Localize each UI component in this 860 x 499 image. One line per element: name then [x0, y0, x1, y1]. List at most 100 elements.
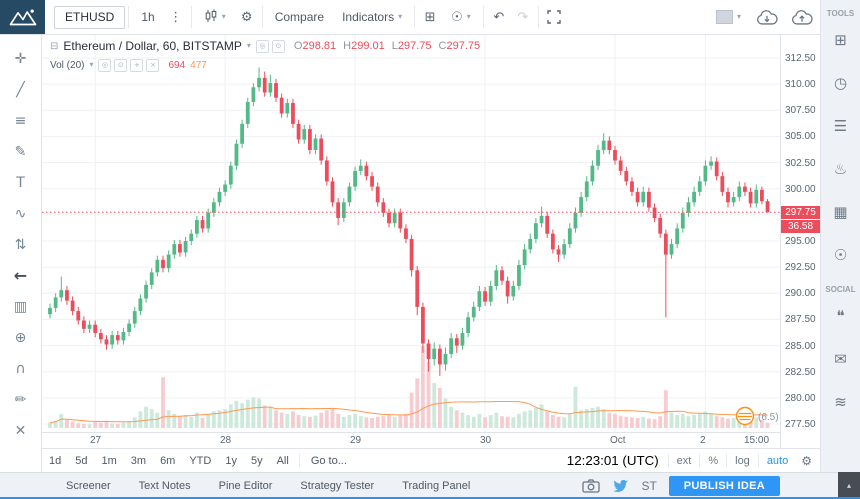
bottom-panel: Screener Text Notes Pine Editor Strategy Te…: [0, 472, 860, 499]
drawing-mode-icon[interactable]: ✏: [14, 391, 27, 408]
chevron-down-icon[interactable]: ▾: [89, 60, 94, 69]
price-tick: 300.00: [785, 184, 816, 195]
notifications-icon[interactable]: ≋: [834, 392, 847, 411]
tab-pine-editor[interactable]: Pine Editor: [218, 480, 273, 492]
toolbar-separator: [757, 454, 759, 467]
volume-action-icon[interactable]: ×: [146, 58, 160, 72]
news-headlines-icon[interactable]: ☰: [833, 116, 848, 135]
scales-gear-icon[interactable]: ⚙: [793, 454, 820, 468]
svg-text:(6.5): (6.5): [758, 412, 779, 423]
fullscreen-icon[interactable]: [542, 0, 566, 34]
price-axis[interactable]: 297.75 36.58 312.50 310.00 307.50 305.00 302…: [780, 35, 820, 448]
ideas-bulb-icon[interactable]: ☉: [833, 245, 848, 264]
indicators-label: Indicators: [342, 10, 395, 24]
magnet-icon[interactable]: ∩: [15, 360, 26, 377]
last-price-label: 297.75: [781, 206, 820, 219]
interval-menu-icon[interactable]: ⋮: [164, 0, 188, 34]
toggle-log[interactable]: log: [730, 449, 755, 472]
watchlist-icon[interactable]: ⊞: [834, 30, 847, 49]
time-tick: 28: [220, 435, 232, 446]
private-messages-icon[interactable]: ✉: [834, 349, 847, 368]
redo-icon[interactable]: ↷: [511, 0, 535, 34]
volume-profile-icon[interactable]: ▥: [13, 298, 28, 315]
indicators-button[interactable]: Indicators ▾: [333, 0, 411, 34]
tab-text-notes[interactable]: Text Notes: [138, 480, 191, 492]
volume-legend-row: Vol (20) ▾ ◎ ⊙ + × 694 477: [50, 58, 480, 72]
forecast-tool-icon[interactable]: ⇅: [14, 236, 27, 253]
chart-style-button[interactable]: ▾: [195, 0, 235, 34]
twitter-bird-icon[interactable]: [612, 479, 629, 493]
toggle-ext[interactable]: ext: [672, 449, 697, 472]
candlestick-chart[interactable]: (6.5): [42, 35, 780, 432]
hotlists-flame-icon[interactable]: ♨: [833, 159, 848, 178]
current-bar-time-tick: 15:00: [744, 435, 770, 446]
undo-icon[interactable]: ↶: [487, 0, 511, 34]
range-1y[interactable]: 1y: [218, 449, 244, 472]
pattern-tool-icon[interactable]: ∿: [14, 205, 27, 222]
price-tick: 280.00: [785, 393, 816, 404]
goto-date-button[interactable]: Go to...: [303, 455, 355, 467]
clock-utc[interactable]: 12:23:01 (UTC): [561, 453, 665, 468]
range-ytd[interactable]: YTD: [182, 449, 218, 472]
legend-collapse-icon[interactable]: ⊟: [50, 40, 59, 52]
toolbar-separator: [537, 6, 539, 28]
legend-action-icon[interactable]: ⊙: [271, 39, 285, 53]
tab-strategy-tester[interactable]: Strategy Tester: [300, 480, 375, 492]
chart-legend: ⊟ Ethereum / Dollar, 60, BITSTAMP ▾ ◎ ⊙ O…: [50, 38, 480, 72]
remove-drawings-icon[interactable]: ✕: [14, 422, 27, 439]
volume-action-icon[interactable]: +: [130, 58, 144, 72]
zoom-in-icon[interactable]: ⊕: [14, 329, 27, 346]
volume-indicator-label[interactable]: Vol (20): [50, 59, 85, 71]
bar-countdown-label: 36.58: [781, 220, 820, 233]
volume-action-icon[interactable]: ⊙: [114, 58, 128, 72]
toggle-auto[interactable]: auto: [762, 449, 793, 472]
range-3m[interactable]: 3m: [124, 449, 153, 472]
chat-icon[interactable]: ❝: [836, 306, 845, 325]
symbol-search-input[interactable]: ETHUSD: [54, 5, 126, 29]
drawing-toolbar: ✛ ╱ ≡ ✎ T ∿ ⇅ ← ▥ ⊕ ∩ ✏ ✕: [0, 35, 42, 472]
time-tick: Oct: [610, 435, 626, 446]
legend-action-icon[interactable]: ◎: [255, 39, 269, 53]
toggle--[interactable]: %: [703, 449, 723, 472]
alerts-clock-icon[interactable]: ◷: [833, 73, 848, 92]
add-alert-icon[interactable]: ⊞: [418, 0, 442, 34]
range-6m[interactable]: 6m: [153, 449, 182, 472]
crosshair-icon[interactable]: ✛: [14, 50, 27, 67]
time-tick: 29: [350, 435, 362, 446]
calendar-icon[interactable]: ▦: [833, 202, 848, 221]
time-axis[interactable]: 27 28 29 30 Oct 2 15:00: [42, 432, 780, 448]
publish-idea-button[interactable]: PUBLISH IDEA: [668, 476, 780, 496]
toolbar-separator: [261, 6, 263, 28]
tradingview-logo[interactable]: [0, 0, 45, 34]
snapshot-camera-icon[interactable]: [582, 479, 601, 493]
trend-line-icon[interactable]: ╱: [16, 81, 25, 98]
fib-retracement-icon[interactable]: ≡: [14, 112, 27, 129]
layout-select-button[interactable]: ▾: [707, 0, 750, 34]
range-5y[interactable]: 5y: [244, 449, 270, 472]
chart-properties-gear-icon[interactable]: ⚙: [235, 0, 259, 34]
range-5d[interactable]: 5d: [68, 449, 94, 472]
save-chart-cloud-icon[interactable]: [784, 0, 820, 34]
text-tool-icon[interactable]: T: [16, 174, 25, 191]
chart-area[interactable]: (6.5) ⊟ Ethereum / Dollar, 60, BITSTAMP …: [42, 35, 780, 448]
brush-icon[interactable]: ✎: [14, 143, 27, 160]
toolbar-separator: [482, 6, 484, 28]
right-sidebar: TOOLS ⊞ ◷ ☰ ♨ ▦ ☉ SOCIAL ❝ ✉ ≋: [820, 0, 860, 472]
idea-templates-button[interactable]: ☉ ▾: [442, 0, 480, 34]
compare-button[interactable]: Compare: [266, 0, 333, 34]
hide-drawings-arrow-icon[interactable]: ←: [13, 266, 28, 285]
symbol-title[interactable]: Ethereum / Dollar, 60, BITSTAMP: [63, 39, 242, 53]
range-1m[interactable]: 1m: [95, 449, 124, 472]
volume-action-icon[interactable]: ◎: [98, 58, 112, 72]
sidebar-section-label-social: SOCIAL: [825, 285, 856, 294]
collapse-panel-button[interactable]: ▴: [838, 472, 860, 499]
load-chart-cloud-icon[interactable]: [750, 0, 784, 34]
interval-button[interactable]: 1h: [132, 0, 163, 34]
chevron-down-icon[interactable]: ▾: [246, 41, 251, 50]
range-1d[interactable]: 1d: [42, 449, 68, 472]
user-initials[interactable]: ST: [641, 479, 657, 493]
tab-screener[interactable]: Screener: [66, 480, 111, 492]
range-all[interactable]: All: [270, 449, 296, 472]
tab-trading-panel[interactable]: Trading Panel: [402, 480, 471, 492]
